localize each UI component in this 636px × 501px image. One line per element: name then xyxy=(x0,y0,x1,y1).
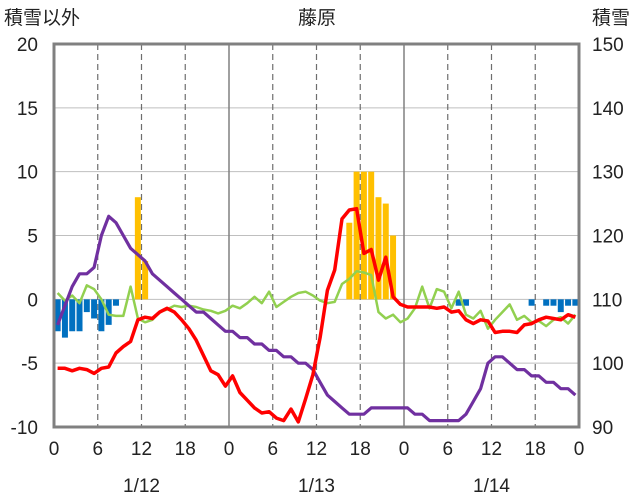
snowfall-bar xyxy=(98,299,105,332)
snowfall-bar xyxy=(528,299,535,306)
y-tick-left: 0 xyxy=(27,290,38,311)
x-tick-hour: 0 xyxy=(224,439,235,460)
snowfall-bar xyxy=(76,299,83,332)
x-tick-hour: 12 xyxy=(306,439,327,460)
y-tick-right: 90 xyxy=(592,418,613,439)
y-tick-left: 15 xyxy=(17,99,38,120)
snowfall-bar xyxy=(61,299,68,338)
x-tick-hour: 6 xyxy=(267,439,278,460)
y-tick-right: 150 xyxy=(592,35,624,56)
x-tick-hour: 6 xyxy=(442,439,453,460)
y-tick-right: 140 xyxy=(592,99,624,120)
green-series-line xyxy=(56,269,577,330)
x-tick-hour: 18 xyxy=(350,439,371,460)
y-tick-left: 20 xyxy=(17,35,38,56)
x-date-label: 1/12 xyxy=(123,476,160,497)
right-axis-label: 積雪 xyxy=(592,7,630,29)
snowfall-bar xyxy=(557,299,564,313)
snowfall-bar xyxy=(368,171,375,300)
x-date-label: 1/14 xyxy=(473,476,510,497)
snowfall-bar xyxy=(390,235,397,300)
snowfall-bar xyxy=(69,299,76,332)
snowfall-bar xyxy=(54,299,61,332)
snowfall-bar xyxy=(360,171,367,300)
snowfall-bar xyxy=(572,299,579,306)
temperature-line xyxy=(57,206,576,424)
snowfall-bar xyxy=(375,197,382,300)
snowfall-bar xyxy=(382,203,389,300)
x-tick-hour: 0 xyxy=(49,439,60,460)
x-tick-hour: 0 xyxy=(574,439,585,460)
series-lines xyxy=(56,206,577,424)
snowfall-bar xyxy=(543,299,550,306)
y-tick-right: 100 xyxy=(592,354,624,375)
snowfall-bar xyxy=(353,171,360,300)
y-tick-left: 5 xyxy=(27,227,38,248)
snowfall-bar xyxy=(455,299,462,306)
left-axis-label: 積雪以外 xyxy=(4,7,80,29)
y-tick-left: 10 xyxy=(17,163,38,184)
x-date-label: 1/13 xyxy=(298,476,335,497)
x-tick-hour: 6 xyxy=(92,439,103,460)
x-tick-hour: 18 xyxy=(175,439,196,460)
snowfall-bar xyxy=(550,299,557,306)
snowfall-bar xyxy=(142,261,149,300)
chart-title: 藤原 xyxy=(298,7,336,29)
snowfall-bar xyxy=(462,299,469,306)
snowfall-bar xyxy=(112,299,119,306)
x-tick-hour: 0 xyxy=(399,439,410,460)
snowfall-bar xyxy=(134,197,141,300)
x-tick-hour: 12 xyxy=(481,439,502,460)
y-tick-left: -10 xyxy=(11,418,38,439)
y-tick-right: 110 xyxy=(592,290,622,311)
y-tick-right: 130 xyxy=(592,163,624,184)
y-tick-left: -5 xyxy=(21,354,38,375)
snowfall-bar xyxy=(91,299,98,319)
snow-depth-line xyxy=(56,214,577,423)
snowfall-bar xyxy=(565,299,572,306)
grid xyxy=(54,43,579,428)
x-tick-hour: 18 xyxy=(525,439,546,460)
x-tick-hour: 12 xyxy=(131,439,152,460)
y-tick-right: 120 xyxy=(592,227,624,248)
snowfall-bar xyxy=(83,299,90,313)
snowfall-bar xyxy=(346,222,353,300)
plot-frame xyxy=(52,42,581,429)
